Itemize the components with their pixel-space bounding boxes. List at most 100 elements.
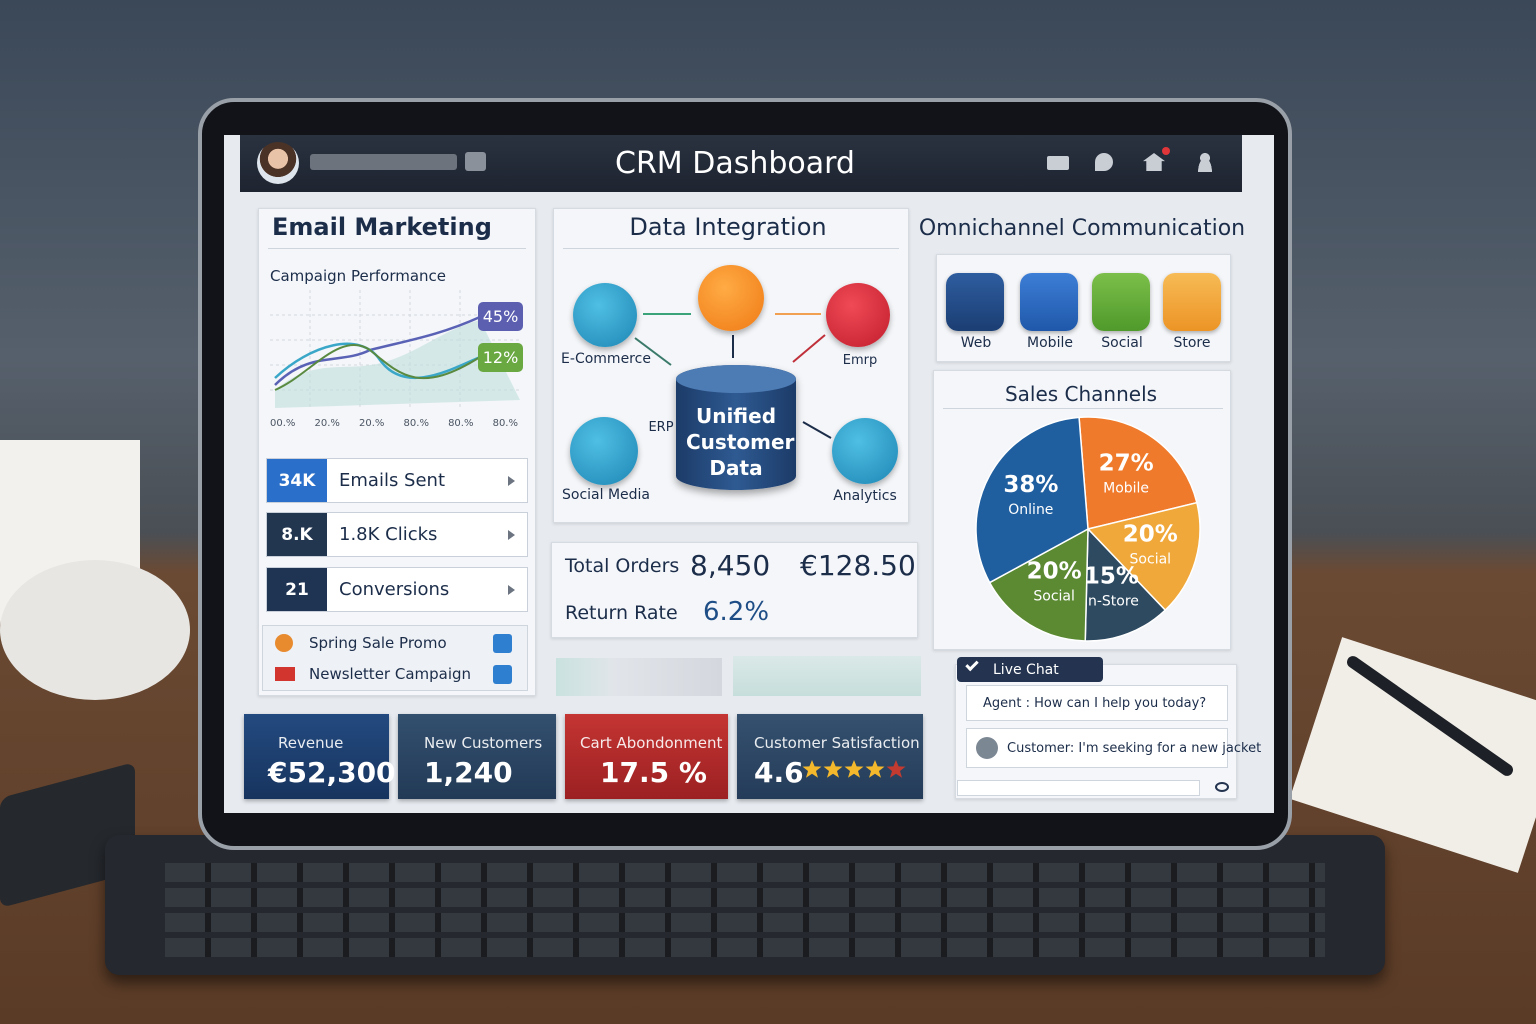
- slice-name: In-Store: [1084, 594, 1139, 610]
- chat-input[interactable]: [957, 780, 1200, 796]
- campaign-list: [262, 625, 528, 691]
- source-label: Social Media: [561, 487, 651, 503]
- email-panel: [258, 208, 536, 696]
- metric-label: Return Rate: [565, 602, 678, 624]
- slice-name: Social: [1033, 588, 1075, 604]
- stat-label: 1.8K Clicks: [339, 524, 438, 545]
- social-node[interactable]: [570, 417, 638, 485]
- chat-tab[interactable]: Live Chat: [957, 657, 1103, 682]
- row-arrow: [508, 529, 515, 540]
- kpi-value: 1,240: [424, 756, 513, 789]
- kpi-value: 4.6: [754, 756, 804, 789]
- chat-message: Customer: I'm seeking for a new jacket: [966, 728, 1261, 768]
- divider: [268, 248, 526, 249]
- send-icon[interactable]: [1215, 782, 1229, 792]
- user-icon[interactable]: [1195, 152, 1215, 172]
- x-label: 80.%: [492, 418, 518, 429]
- chart-title: Campaign Performance: [270, 267, 447, 285]
- divider: [943, 408, 1223, 409]
- stat-badge: 21: [267, 568, 327, 611]
- orders-panel: [551, 542, 918, 638]
- customer-avatar: [976, 737, 998, 759]
- source-label: E-Commerce: [561, 351, 651, 367]
- metric-value: 6.2%: [703, 597, 770, 627]
- kpi-value: 17.5 %: [600, 756, 707, 789]
- kpi-label: Customer Satisfaction: [754, 734, 920, 752]
- source-label: Analytics: [833, 488, 897, 504]
- kpi-card: New Customers 1,240: [398, 714, 556, 799]
- x-label: 20.%: [314, 418, 340, 429]
- page-title: CRM Dashboard: [615, 146, 855, 181]
- panel-title: Sales Channels: [1004, 382, 1158, 406]
- campaign-name[interactable]: Newsletter Campaign: [309, 665, 472, 683]
- channel-icon[interactable]: [946, 273, 1004, 331]
- campaign-icon: [275, 634, 293, 652]
- stat-label: Conversions: [339, 579, 450, 600]
- home-icon[interactable]: [1143, 153, 1165, 171]
- chart-x-axis: 00.% 20.% 20.% 80.% 80.% 80.%: [270, 418, 518, 429]
- slice-value: 20%: [1027, 558, 1082, 584]
- pie-slice: [988, 527, 1089, 642]
- channel-label: Mobile: [1027, 335, 1073, 351]
- chart-badge: 45%: [478, 302, 523, 331]
- kpi-label: New Customers: [424, 734, 543, 752]
- row-arrow: [508, 584, 515, 595]
- keyboard: [105, 835, 1385, 975]
- hub-label: Unified Customer Data: [686, 404, 795, 480]
- pie-slice: [975, 416, 1089, 584]
- channel-icon[interactable]: [1163, 273, 1221, 331]
- source-label: ERP: [648, 420, 674, 435]
- stat-row[interactable]: 34K Emails Sent: [266, 458, 528, 503]
- channel-icon[interactable]: [1092, 273, 1150, 331]
- search-field[interactable]: [310, 154, 457, 170]
- x-label: 80.%: [403, 418, 429, 429]
- chat-icon[interactable]: [1095, 153, 1113, 171]
- kpi-card: Customer Satisfaction 4.6: [737, 714, 923, 799]
- stat-label: Emails Sent: [339, 470, 446, 491]
- metric-label: Total Orders: [565, 555, 680, 577]
- mini-chart: [733, 656, 921, 696]
- x-label: 80.%: [448, 418, 474, 429]
- video-icon[interactable]: [1047, 156, 1069, 170]
- slice-value: 27%: [1099, 450, 1154, 476]
- crm-node[interactable]: [698, 265, 764, 331]
- kpi-card: Revenue €52,300: [244, 714, 396, 799]
- campaign-name[interactable]: Spring Sale Promo: [309, 634, 447, 652]
- ecommerce-node[interactable]: [573, 283, 637, 347]
- chart-badge: 12%: [478, 343, 523, 372]
- rating-stars: [802, 760, 906, 778]
- slice-name: Mobile: [1103, 480, 1149, 496]
- chat-message: Agent : How can I help you today?: [966, 685, 1228, 721]
- slice-value: 15%: [1084, 564, 1139, 590]
- erp-node[interactable]: [826, 283, 890, 347]
- sales-pie: 27%Mobile20%Social15%In-Store20%Social38…: [975, 416, 1201, 642]
- x-label: 00.%: [270, 418, 296, 429]
- stat-row[interactable]: 8.K 1.8K Clicks: [266, 512, 528, 557]
- slice-name: Social: [1130, 551, 1172, 567]
- stat-badge: 34K: [267, 459, 327, 502]
- keys: [165, 863, 1325, 959]
- analytics-node[interactable]: [832, 418, 898, 484]
- metric-value: €128.50: [800, 549, 916, 582]
- panel-title: Email Marketing: [272, 213, 492, 241]
- source-label: Emrp: [842, 353, 878, 368]
- panel-title: Data Integration: [629, 213, 827, 241]
- divider: [563, 248, 899, 249]
- search-button[interactable]: [465, 152, 486, 171]
- campaign-checkbox[interactable]: [493, 634, 512, 653]
- channel-label: Store: [1173, 335, 1211, 351]
- stat-row[interactable]: 21 Conversions: [266, 567, 528, 612]
- connectors: [634, 313, 832, 439]
- channel-icon[interactable]: [1020, 273, 1078, 331]
- panel-title: Omnichannel Communication: [918, 216, 1246, 241]
- campaign-checkbox[interactable]: [493, 665, 512, 684]
- kpi-label: Revenue: [278, 734, 344, 752]
- pie-slice: [1084, 527, 1167, 642]
- slice-name: Online: [1008, 502, 1053, 518]
- avatar[interactable]: [257, 142, 299, 184]
- saucer: [0, 560, 190, 700]
- campaign-icon: [275, 667, 295, 681]
- channel-label: Web: [960, 335, 992, 351]
- pie-slice: [1086, 501, 1201, 612]
